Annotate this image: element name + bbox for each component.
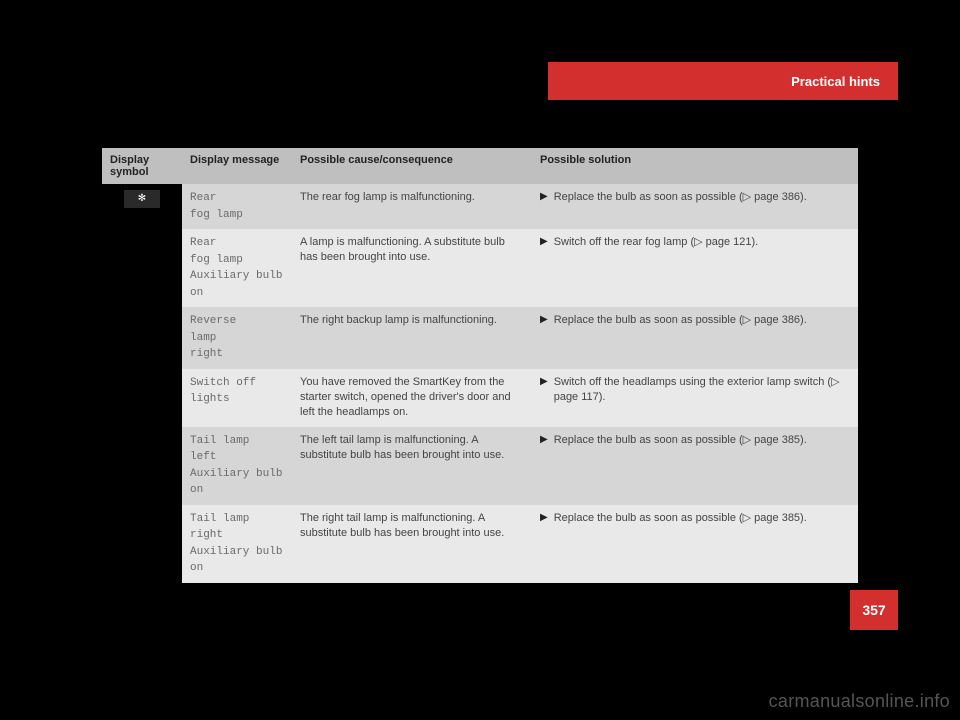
diagnostics-table: Display symbol Display message Possible … [102,148,858,583]
diagnostics-table-container: Display symbol Display message Possible … [102,148,858,583]
col-message: Display message [182,148,292,184]
col-cause: Possible cause/consequence [292,148,532,184]
cause-text: A lamp is malfunctioning. A substitute b… [292,229,532,307]
display-message: Rear fog lamp [182,184,292,229]
cause-text: You have removed the SmartKey from the s… [292,369,532,427]
display-message: Rear fog lamp Auxiliary bulb on [182,229,292,307]
bulb-icon: ✻ [124,190,160,208]
solution-cell: ▶ Replace the bulb as soon as possible (▷… [532,184,858,229]
section-header: Practical hints [548,62,898,100]
table-row: Tail lamp left Auxiliary bulb on The lef… [102,427,858,505]
solution-cell: ▶ Replace the bulb as soon as possible (▷… [532,427,858,505]
bullet-icon: ▶ [540,190,548,205]
solution-cell: ▶ Replace the bulb as soon as possible (▷… [532,307,858,369]
display-message: Tail lamp right Auxiliary bulb on [182,505,292,583]
table-row: Switch off lights You have removed the S… [102,369,858,427]
table-row: ✻ Rear fog lamp The rear fog lamp is mal… [102,184,858,229]
solution-text: Replace the bulb as soon as possible (▷ … [554,313,807,328]
solution-cell: ▶ Replace the bulb as soon as possible (▷… [532,505,858,583]
bullet-icon: ▶ [540,235,548,250]
solution-text: Replace the bulb as soon as possible (▷ … [554,511,807,526]
col-solution: Possible solution [532,148,858,184]
bullet-icon: ▶ [540,313,548,328]
solution-text: Replace the bulb as soon as possible (▷ … [554,433,807,448]
display-message: Switch off lights [182,369,292,427]
solution-text: Replace the bulb as soon as possible (▷ … [554,190,807,205]
bullet-icon: ▶ [540,511,548,526]
cause-text: The right backup lamp is malfunctioning. [292,307,532,369]
solution-text: Switch off the rear fog lamp (▷ page 121… [554,235,759,250]
cause-text: The right tail lamp is malfunctioning. A… [292,505,532,583]
display-message: Tail lamp left Auxiliary bulb on [182,427,292,505]
page-number-value: 357 [862,602,885,618]
bullet-icon: ▶ [540,433,548,448]
table-header-row: Display symbol Display message Possible … [102,148,858,184]
cause-text: The left tail lamp is malfunctioning. A … [292,427,532,505]
solution-text: Switch off the headlamps using the exter… [554,375,850,406]
table-row: Tail lamp right Auxiliary bulb on The ri… [102,505,858,583]
col-symbol: Display symbol [102,148,182,184]
section-title: Practical hints [791,74,880,89]
page-number: 357 [850,590,898,630]
cause-text: The rear fog lamp is malfunctioning. [292,184,532,229]
table-row: Rear fog lamp Auxiliary bulb on A lamp i… [102,229,858,307]
symbol-cell: ✻ [102,184,182,583]
watermark: carmanualsonline.info [769,691,950,712]
bullet-icon: ▶ [540,375,548,406]
solution-cell: ▶ Switch off the rear fog lamp (▷ page 12… [532,229,858,307]
solution-cell: ▶Switch off the headlamps using the exte… [532,369,858,427]
display-message: Reverse lamp right [182,307,292,369]
table-row: Reverse lamp right The right backup lamp… [102,307,858,369]
